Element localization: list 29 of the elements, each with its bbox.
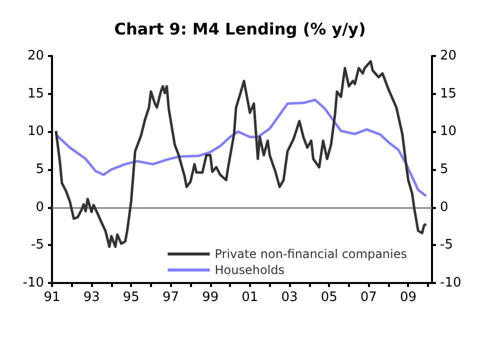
y2-tick-label: 10	[440, 124, 457, 140]
y-tick-label: 20	[27, 48, 44, 64]
x-tick-label: 91	[44, 290, 60, 305]
x-tick-label: 97	[162, 290, 180, 305]
x-tick-label: 09	[400, 290, 417, 305]
x-tick-label: 93	[83, 290, 100, 305]
x-tick-label: 03	[281, 290, 298, 305]
legend-label: Private non-financial companies	[214, 247, 407, 261]
y2-tick-label: 5	[440, 162, 448, 177]
x-tick-label: 95	[122, 290, 140, 305]
chart-title: Chart 9: M4 Lending (% y/y)	[114, 20, 366, 38]
line-series	[54, 98, 428, 198]
x-tick-label: 99	[202, 290, 219, 305]
y2-tick-label: 15	[440, 86, 457, 102]
y-tick-label: -10	[22, 276, 44, 290]
legend-label: Households	[214, 263, 284, 277]
y2-tick-label: 0	[440, 200, 448, 215]
y2-tick-label: 20	[440, 48, 457, 64]
x-tick-label: 01	[242, 290, 258, 305]
line-series	[54, 60, 428, 248]
y-tick-label: 0	[36, 200, 44, 215]
y2-tick-label: -5	[440, 238, 453, 253]
y-tick-label: 15	[27, 86, 44, 102]
y-tick-label: 10	[27, 124, 44, 140]
x-tick-label: 05	[320, 290, 338, 305]
x-tick-label: 07	[360, 290, 377, 305]
y-tick-label: -5	[31, 238, 44, 253]
y2-tick-label: -10	[440, 276, 462, 290]
y-tick-label: 5	[36, 162, 44, 177]
